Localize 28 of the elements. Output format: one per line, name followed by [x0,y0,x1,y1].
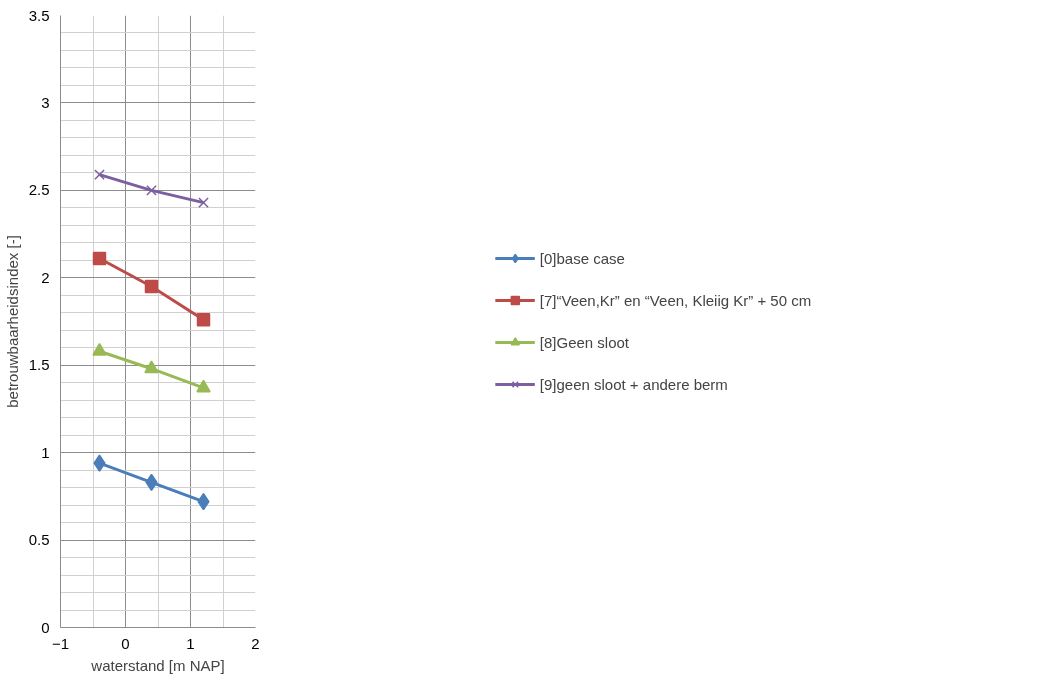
x-tick-label: −1 [51,634,70,652]
legend-label: [9]geen sloot + andere berm [539,375,728,393]
point [198,197,209,208]
y-tick-label: 0.5 [28,531,50,549]
x-tick-label: 2 [251,634,260,652]
point [92,342,107,356]
legend-label: [7]“Veen,Kr” en “Veen, Kleiig Kr” + 50 cm [539,291,812,309]
y-tick-label: 0 [41,618,50,636]
point [93,454,106,472]
point [94,169,105,180]
x-tick-label: 0 [121,634,130,652]
y-tick-label: 1 [41,443,50,461]
point [146,185,157,196]
y-axis-title: betrouwbaarheidsindex [-] [3,235,21,408]
y-tick-label: 1.5 [28,356,50,374]
y-tick-label: 2.5 [28,181,50,199]
y-tick-label: 3.5 [28,6,50,24]
point [196,313,211,327]
legend-label: [8]Geen sloot [539,333,630,351]
y-tick-label: 3 [41,93,50,111]
point [144,360,159,374]
x-tick-label: 1 [186,634,195,652]
point [196,379,211,393]
x-axis-title: waterstand [m NAP] [90,656,225,674]
point [92,251,107,266]
legend-label: [0]base case [539,249,625,267]
y-tick-label: 2 [41,268,50,286]
point [144,279,159,294]
